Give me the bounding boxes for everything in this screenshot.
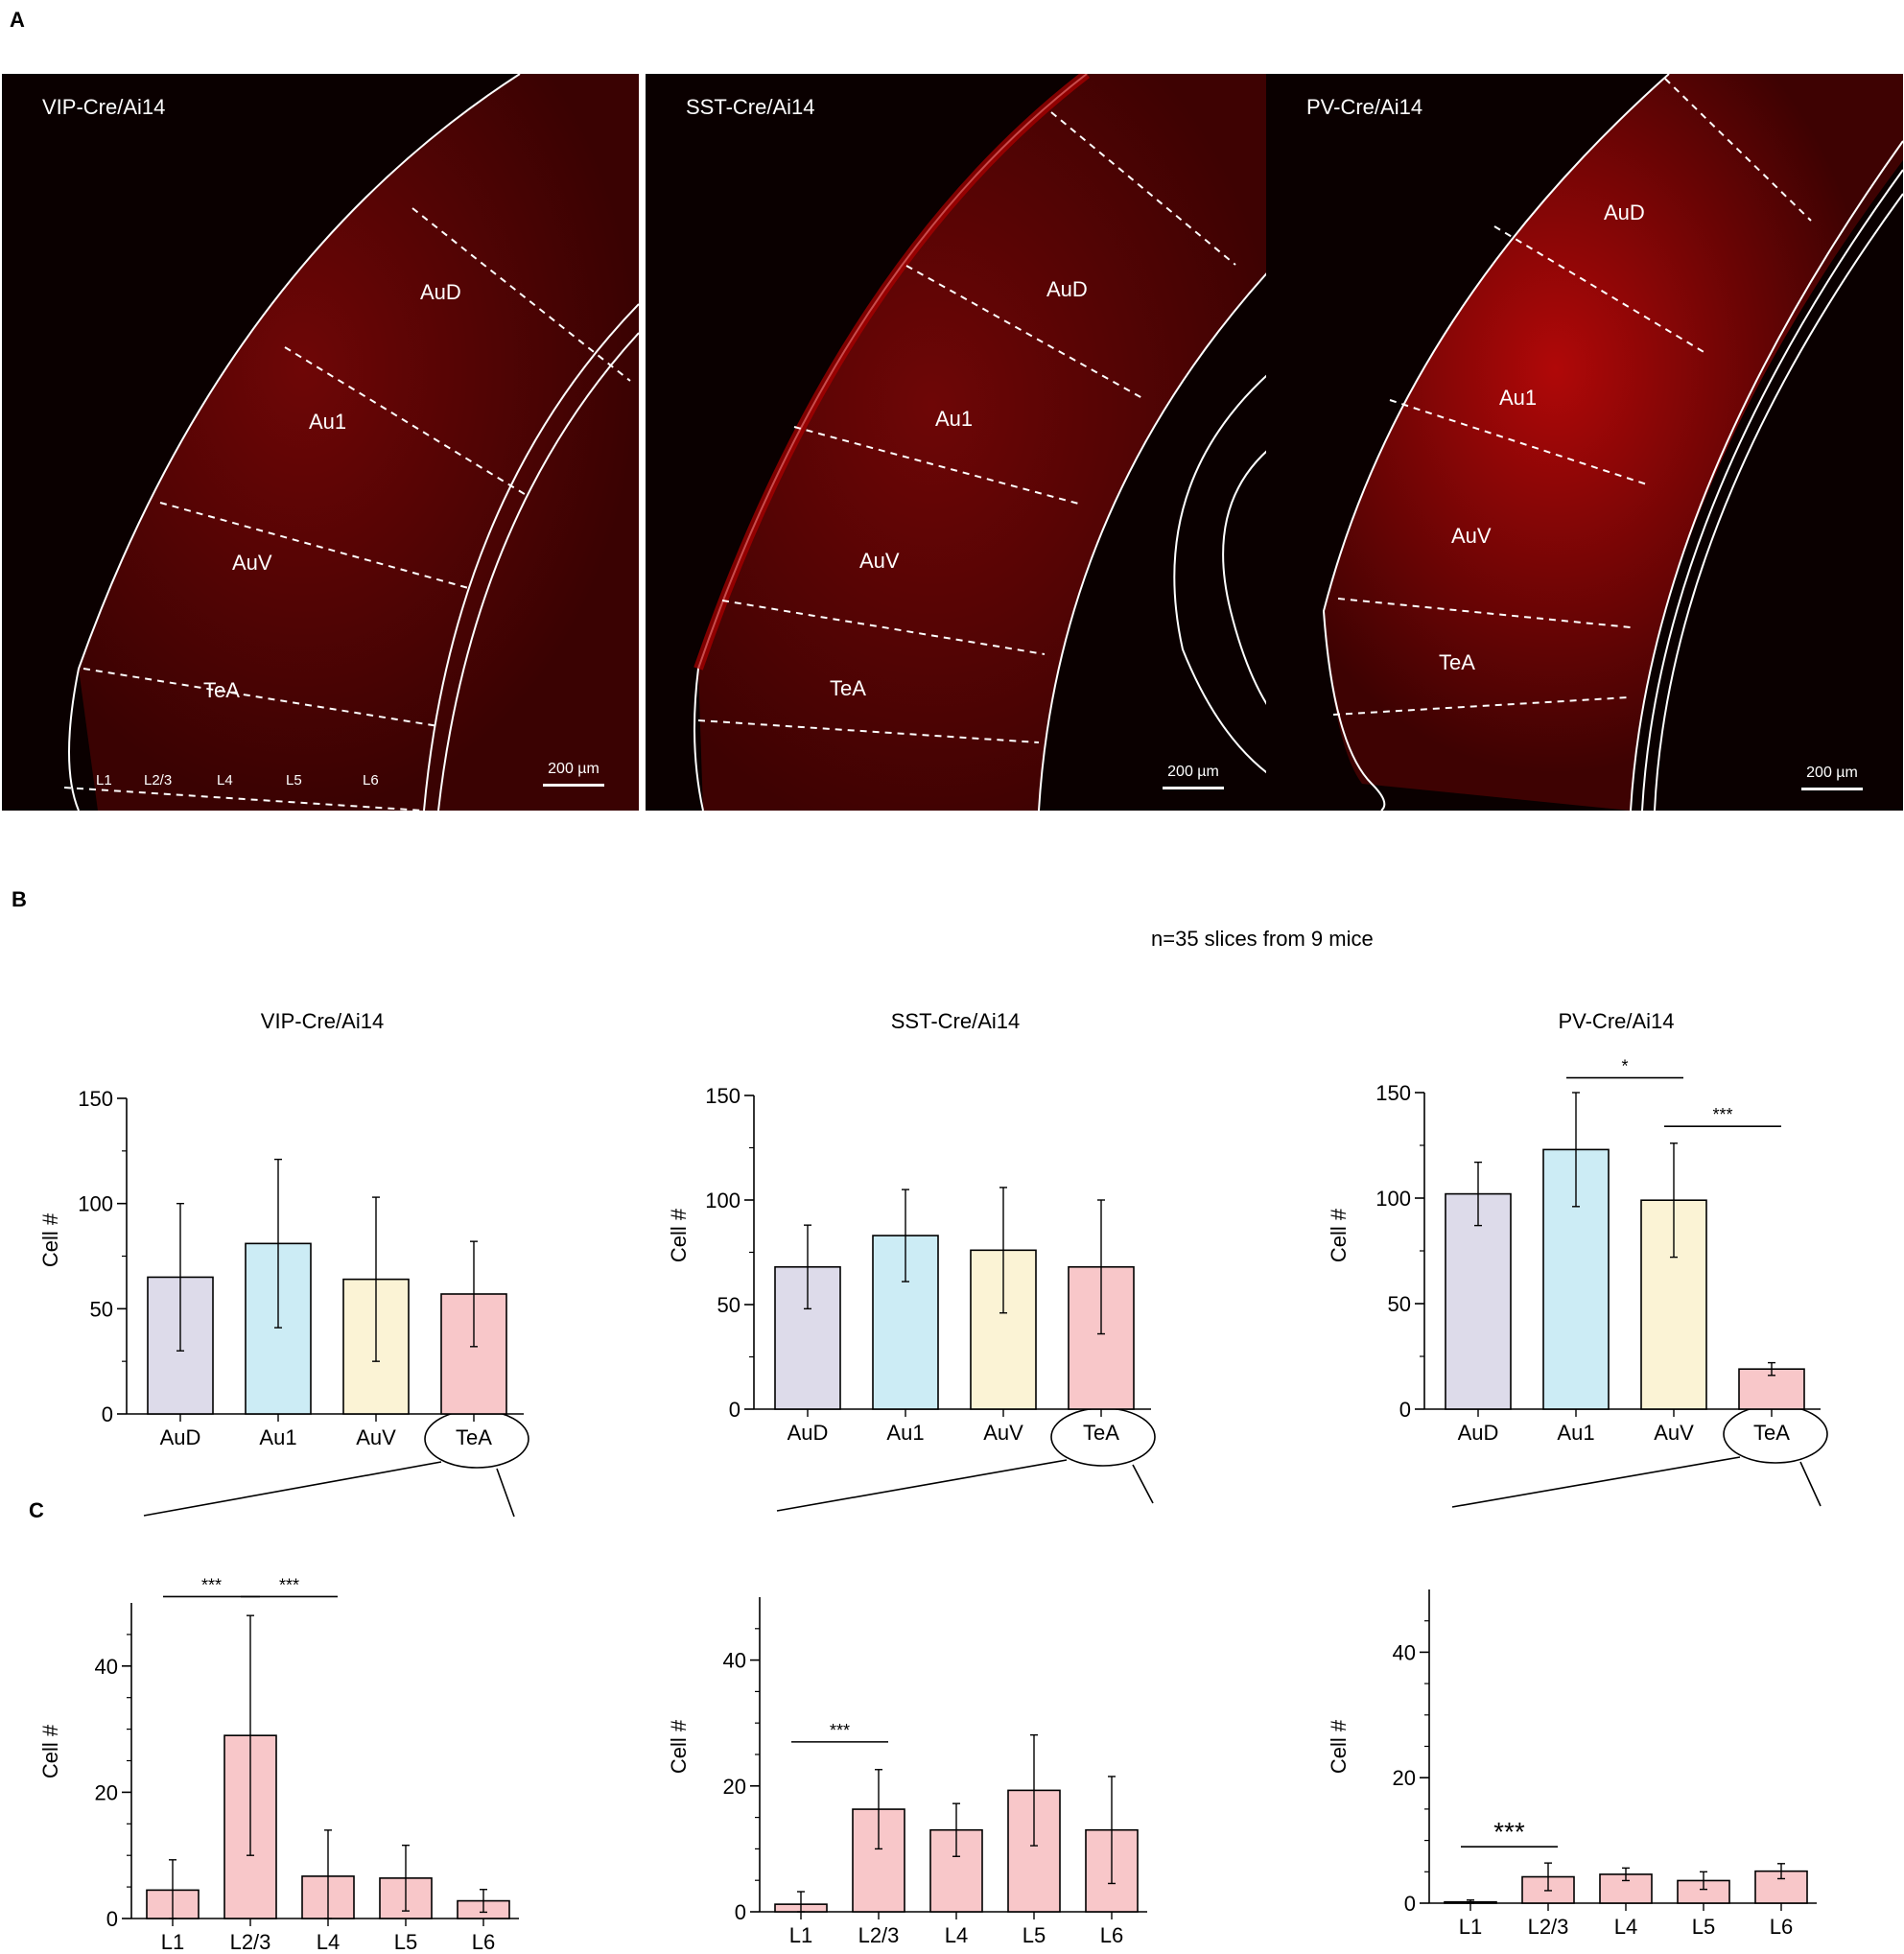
y-tick-label: 40 bbox=[723, 1649, 746, 1673]
y-tick-label: 40 bbox=[1393, 1640, 1416, 1664]
x-tick-label: L4 bbox=[945, 1923, 968, 1947]
significance-label: * bbox=[1621, 1057, 1628, 1076]
y-tick-label: 20 bbox=[95, 1780, 118, 1804]
region-tea: TeA bbox=[1439, 650, 1475, 674]
x-tick-label: L2/3 bbox=[858, 1923, 900, 1947]
panel-letter-b: B bbox=[12, 887, 27, 911]
x-tick-label: L2/3 bbox=[230, 1930, 271, 1954]
significance-label: *** bbox=[830, 1721, 850, 1740]
region-auv: AuV bbox=[232, 551, 272, 575]
x-tick-label: L4 bbox=[317, 1930, 340, 1954]
region-auv: AuV bbox=[859, 549, 900, 573]
bar-auv bbox=[970, 1249, 1037, 1410]
x-tick-label: TeA bbox=[456, 1425, 492, 1449]
region-auv: AuV bbox=[1451, 524, 1492, 548]
region-au1: Au1 bbox=[1499, 386, 1538, 410]
region-aud: AuD bbox=[1046, 277, 1088, 301]
micrograph-vip-drawing bbox=[63, 74, 639, 811]
x-tick-label: L6 bbox=[1100, 1923, 1123, 1947]
x-tick-label: L1 bbox=[789, 1923, 812, 1947]
scale-label: 200 µm bbox=[1167, 764, 1219, 780]
sample-size-note: n=35 slices from 9 mice bbox=[1151, 927, 1374, 951]
x-tick-label: TeA bbox=[1083, 1421, 1119, 1445]
region-tea: TeA bbox=[203, 678, 240, 702]
chart-title-sst: SST-Cre/Ai14 bbox=[890, 1009, 1021, 1033]
x-tick-label: L5 bbox=[1023, 1923, 1046, 1947]
y-tick-label: 150 bbox=[705, 1084, 740, 1108]
significance-label: *** bbox=[1712, 1105, 1732, 1124]
micrograph-pv: PV-Cre/Ai14 AuD Au1 AuV TeA 200 µm bbox=[1266, 74, 1903, 811]
layer-label-l6: L6 bbox=[363, 772, 379, 789]
layer-label-l23: L2/3 bbox=[144, 772, 173, 789]
significance-label: *** bbox=[201, 1575, 222, 1594]
micrograph-sst: SST-Cre/Ai14 AuD Au1 AuV TeA 200 µm bbox=[646, 74, 1282, 811]
micrograph-sst-title: SST-Cre/Ai14 bbox=[686, 95, 815, 119]
chart-title-vip: VIP-Cre/Ai14 bbox=[260, 1009, 385, 1033]
y-tick-label: 0 bbox=[729, 1398, 740, 1422]
y-tick-label: 100 bbox=[1375, 1187, 1411, 1211]
layer-label-l5: L5 bbox=[286, 772, 302, 789]
y-tick-label: 0 bbox=[102, 1402, 113, 1426]
micrograph-pv-drawing bbox=[1322, 74, 1903, 811]
scale-bar-vip: 200 µm bbox=[535, 761, 612, 787]
x-tick-label: AuD bbox=[787, 1421, 829, 1445]
x-tick-label: L6 bbox=[1770, 1915, 1793, 1939]
micrograph-vip: VIP-Cre/Ai14 AuD Au1 AuV TeA L1 L2/3 L4 … bbox=[2, 74, 639, 811]
micrograph-vip-title: VIP-Cre/Ai14 bbox=[42, 95, 166, 119]
y-tick-label: 150 bbox=[78, 1087, 113, 1111]
x-tick-label: L5 bbox=[1692, 1915, 1715, 1939]
y-tick-label: 100 bbox=[705, 1189, 740, 1212]
significance-label: *** bbox=[279, 1575, 299, 1594]
scale-label: 200 µm bbox=[1806, 765, 1858, 781]
y-tick-label: 150 bbox=[1375, 1081, 1411, 1105]
x-tick-label: L5 bbox=[394, 1930, 417, 1954]
x-tick-label: AuV bbox=[1654, 1421, 1694, 1445]
y-tick-label: 0 bbox=[106, 1907, 118, 1931]
panel-letter-c: C bbox=[29, 1498, 44, 1522]
x-tick-label: L4 bbox=[1614, 1915, 1637, 1939]
region-aud: AuD bbox=[420, 280, 461, 304]
scale-bar-sst: 200 µm bbox=[1155, 764, 1232, 789]
x-tick-label: L1 bbox=[1459, 1915, 1482, 1939]
panel-letter-a: A bbox=[10, 8, 25, 32]
x-tick-label: Au1 bbox=[1557, 1421, 1594, 1445]
micrograph-pv-title: PV-Cre/Ai14 bbox=[1306, 95, 1423, 119]
y-tick-label: 50 bbox=[717, 1293, 740, 1317]
scale-label: 200 µm bbox=[548, 761, 599, 777]
region-au1: Au1 bbox=[309, 410, 347, 434]
x-tick-label: AuD bbox=[160, 1425, 201, 1449]
y-tick-label: 20 bbox=[723, 1775, 746, 1799]
significance-label: *** bbox=[1493, 1817, 1525, 1847]
y-tick-label: 50 bbox=[90, 1297, 113, 1321]
x-tick-label: AuV bbox=[356, 1425, 396, 1449]
region-tea: TeA bbox=[830, 676, 866, 700]
x-tick-label: L1 bbox=[161, 1930, 184, 1954]
x-tick-label: AuV bbox=[983, 1421, 1023, 1445]
y-tick-label: 0 bbox=[735, 1900, 746, 1924]
x-tick-label: TeA bbox=[1753, 1421, 1790, 1445]
x-tick-label: Au1 bbox=[259, 1425, 296, 1449]
micrograph-sst-drawing bbox=[693, 74, 1282, 811]
y-tick-label: 100 bbox=[78, 1192, 113, 1216]
region-aud: AuD bbox=[1604, 200, 1645, 224]
layer-label-l4: L4 bbox=[217, 772, 233, 789]
chart-title-pv: PV-Cre/Ai14 bbox=[1558, 1009, 1675, 1033]
x-tick-label: Au1 bbox=[886, 1421, 924, 1445]
y-tick-label: 40 bbox=[95, 1655, 118, 1679]
y-tick-label: 0 bbox=[1399, 1398, 1411, 1422]
y-tick-label: 0 bbox=[1404, 1892, 1416, 1916]
x-tick-label: L6 bbox=[472, 1930, 495, 1954]
y-tick-label: 20 bbox=[1393, 1766, 1416, 1790]
y-tick-label: 50 bbox=[1388, 1292, 1411, 1316]
x-tick-label: AuD bbox=[1458, 1421, 1499, 1445]
x-tick-label: L2/3 bbox=[1528, 1915, 1569, 1939]
region-au1: Au1 bbox=[935, 407, 974, 431]
layer-label-l1: L1 bbox=[96, 772, 112, 789]
scale-bar-pv: 200 µm bbox=[1794, 765, 1870, 790]
